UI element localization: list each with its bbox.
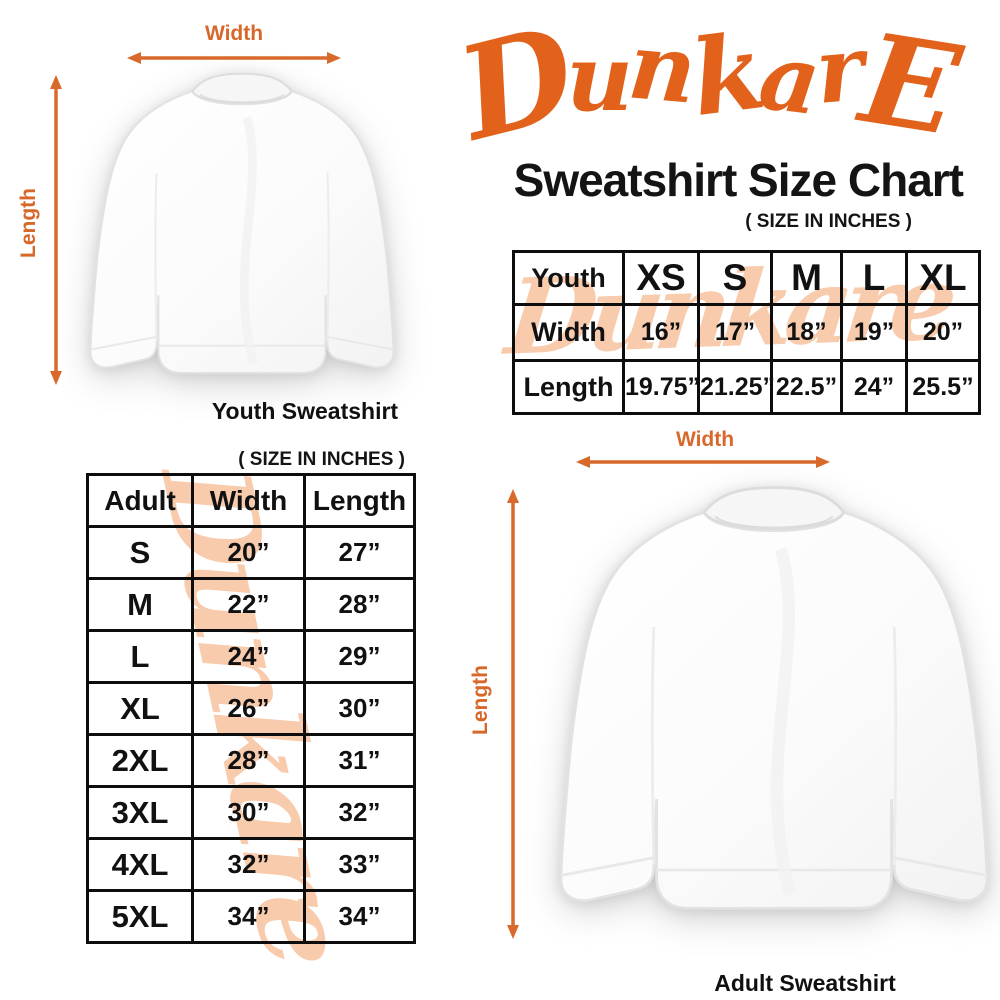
table-cell: 34” [303,889,416,944]
youth-sweatshirt-image [66,64,418,404]
table-cell: 2XL [86,733,194,788]
adult-caption: Adult Sweatshirt [714,970,896,996]
table-cell: Length [512,359,625,415]
table-cell: 22.5” [770,359,843,415]
size-units-note: ( SIZE IN INCHES ) [745,211,912,232]
table-cell: 16” [622,303,700,362]
table-cell: 21.25” [697,359,775,415]
table-cell: 19.75” [622,359,700,415]
table-cell: 24” [191,629,306,684]
table-cell: 25.5” [905,359,981,415]
table-cell: 4XL [86,837,194,892]
table-header-cell: XL [905,250,981,306]
table-cell: 22” [191,577,306,632]
table-cell: 32” [191,837,306,892]
table-row: 2XL 28” 31” [86,733,416,788]
table-header-cell: Length [303,473,416,528]
youth-width-arrow [127,52,341,64]
adult-width-label: Width [675,428,735,451]
table-cell: 5XL [86,889,194,944]
table-row: S 20” 27” [86,525,416,580]
table-cell: 3XL [86,785,194,840]
table-header-cell: Youth [512,250,625,306]
table-row: L 24” 29” [86,629,416,684]
table-row: Youth XS S M L XL [512,250,981,306]
table-cell: 17” [697,303,773,362]
table-row: 5XL 34” 34” [86,889,416,944]
youth-length-label-text: Length [17,188,40,258]
table-row: Adult Width Length [86,473,416,528]
page-title: Sweatshirt Size Chart [513,154,964,206]
table-cell: XL [86,681,194,736]
table-cell: Width [512,303,625,362]
table-cell: M [86,577,194,632]
adult-width-arrow [576,456,830,468]
table-cell: 27” [303,525,416,580]
table-cell: 33” [303,837,416,892]
adult-sweatshirt-image [528,474,1000,952]
table-row: 3XL 30” 32” [86,785,416,840]
table-cell: 28” [191,733,306,788]
adult-length-arrow [507,489,519,939]
table-cell: 30” [303,681,416,736]
youth-width-label: Width [204,22,264,45]
table-cell: 20” [905,303,981,362]
table-row: 4XL 32” 33” [86,837,416,892]
adult-length-label-text: Length [469,665,492,735]
table-cell: L [86,629,194,684]
table-cell: 19” [840,303,908,362]
adult-length-label: Length [466,620,496,780]
table-cell: 30” [191,785,306,840]
table-header-cell: Width [191,473,306,528]
youth-caption: Youth Sweatshirt [211,398,399,424]
table-header-cell: Adult [86,473,194,528]
youth-size-table: Youth XS S M L XL Width 16” 17” 18” 19” … [512,250,981,415]
table-cell: 31” [303,733,416,788]
table-cell: 20” [191,525,306,580]
table-row: Width 16” 17” 18” 19” 20” [512,303,981,362]
table-cell: S [86,525,194,580]
youth-length-arrow [50,75,62,385]
table-row: M 22” 28” [86,577,416,632]
table-header-cell: S [697,250,773,306]
table-cell: 34” [191,889,306,944]
table-cell: 29” [303,629,416,684]
table-header-cell: XS [622,250,700,306]
table-cell: 24” [840,359,908,415]
table-header-cell: M [770,250,843,306]
table-cell: 18” [770,303,843,362]
table-cell: 28” [303,577,416,632]
table-cell: 32” [303,785,416,840]
table-header-cell: L [840,250,908,306]
youth-length-label: Length [14,148,44,298]
table-row: Length 19.75” 21.25” 22.5” 24” 25.5” [512,359,981,415]
table-row: XL 26” 30” [86,681,416,736]
table-cell: 26” [191,681,306,736]
adult-size-units-note: ( SIZE IN INCHES ) [238,449,405,470]
adult-size-table: Adult Width Length S 20” 27” M 22” 28” L… [86,473,416,944]
